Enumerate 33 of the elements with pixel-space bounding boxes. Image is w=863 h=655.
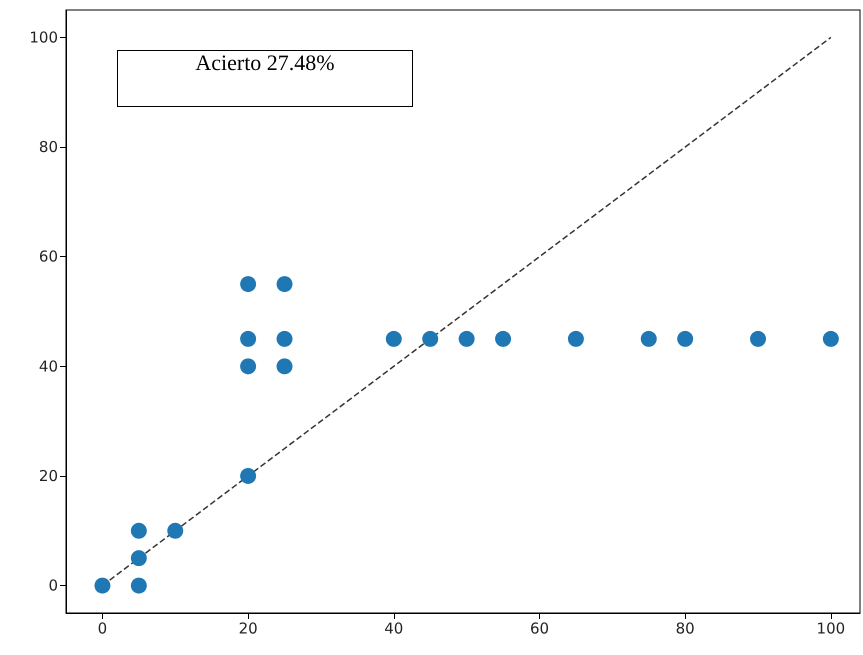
x-tick-label: 60: [530, 620, 550, 638]
point: [677, 330, 694, 347]
point: [276, 276, 293, 292]
point: [822, 330, 839, 347]
point: [276, 358, 293, 374]
point: [750, 330, 766, 347]
x-tick-label: 0: [98, 620, 108, 638]
point: [240, 358, 256, 374]
y-tick-label: 40: [38, 357, 58, 376]
x-tick-label: 20: [238, 620, 258, 638]
y-tick-label: 100: [29, 28, 58, 46]
point: [240, 468, 256, 484]
point: [167, 522, 184, 539]
point: [422, 330, 438, 347]
point: [276, 330, 293, 347]
point: [130, 550, 147, 566]
x-tick-label: 100: [816, 620, 846, 638]
point: [386, 330, 402, 347]
y-tick-label: 20: [38, 466, 58, 485]
point: [240, 276, 256, 292]
point: [640, 330, 657, 347]
y-tick-label: 0: [48, 576, 58, 595]
x-tick-label: 80: [676, 620, 695, 638]
point: [240, 330, 256, 347]
x-tick-label: 40: [384, 620, 404, 638]
y-tick-label: 80: [38, 138, 58, 156]
y-tick-label: 60: [38, 248, 58, 266]
point: [130, 522, 147, 539]
point: [458, 330, 475, 347]
point: [130, 578, 147, 594]
point: [568, 330, 584, 347]
point: [495, 330, 512, 347]
point: [94, 578, 110, 594]
